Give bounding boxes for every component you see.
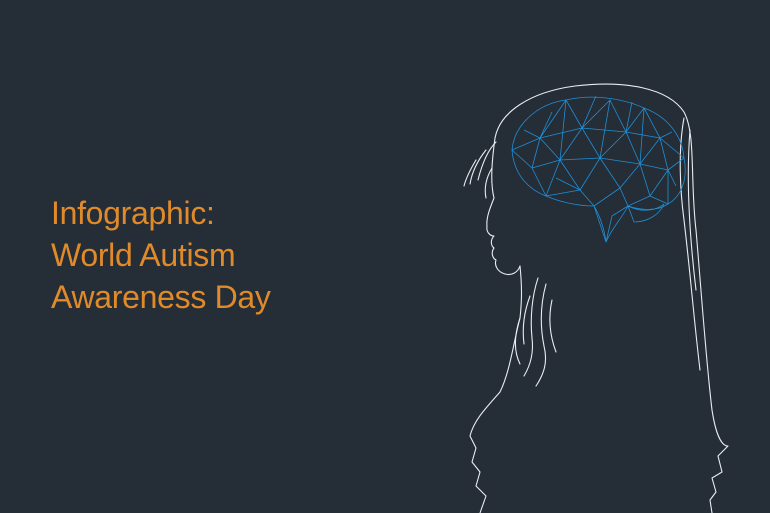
girl-profile-outline-icon <box>463 83 729 513</box>
headline: Infographic: World Autism Awareness Day <box>51 192 271 318</box>
headline-line-1: Infographic: <box>51 195 215 231</box>
headline-line-3: Awareness Day <box>51 279 271 315</box>
low-poly-brain-icon <box>511 95 686 243</box>
headline-line-2: World Autism <box>51 237 236 273</box>
